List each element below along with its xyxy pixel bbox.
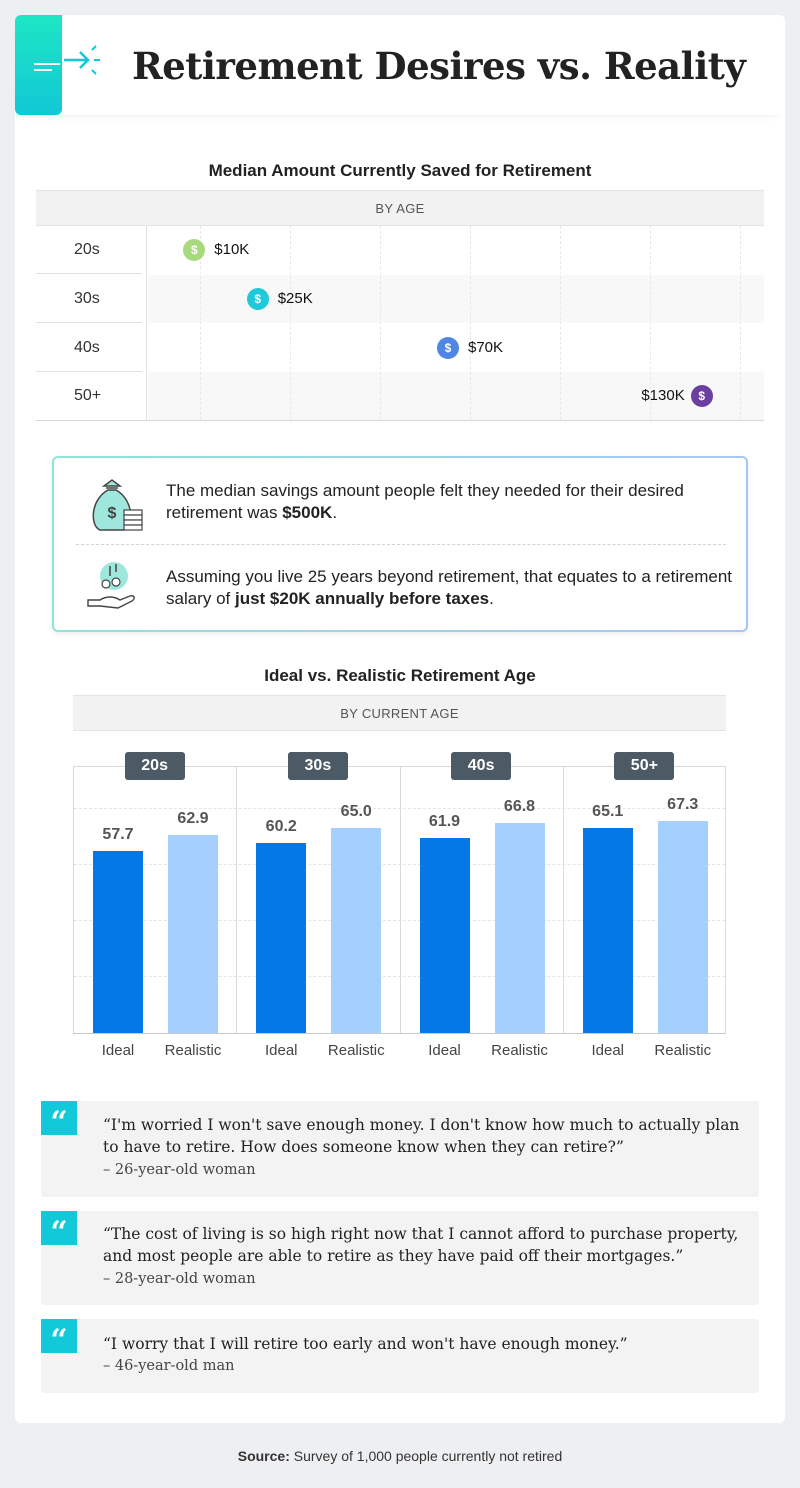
savings-chart-title: Median Amount Currently Saved for Retire… (208, 161, 592, 180)
quote-attribution: – 26-year-old woman (103, 1162, 256, 1178)
quote-attribution: – 28-year-old woman (103, 1271, 256, 1287)
quote-card: “ “I worry that I will retire too early … (41, 1319, 759, 1393)
bar-series-label: Ideal (591, 1042, 625, 1059)
bar-value-label: 57.7 (102, 826, 134, 844)
age-chart-frame (73, 766, 726, 1034)
savings-value-label: $25K (277, 290, 313, 307)
quote-text: “I worry that I will retire too early an… (103, 1335, 628, 1353)
arrow-right-icon (34, 45, 100, 75)
bar-series-label: Realistic (327, 1042, 385, 1059)
savings-row-label: 50+ (74, 387, 102, 404)
bar-value-label: 65.1 (592, 802, 624, 820)
header-band (15, 15, 785, 115)
source-note: Source: Survey of 1,000 people currently… (237, 1448, 563, 1464)
bar-realistic (331, 828, 382, 1033)
savings-bottom-rule (36, 420, 764, 421)
bar-value-label: 66.8 (503, 797, 536, 815)
page-title: Retirement Desires vs. Reality (132, 44, 746, 88)
quote-card: “ “I'm worried I won't save enough money… (41, 1101, 759, 1197)
quote-icon: “ (41, 1211, 77, 1250)
bar-value-label: 67.3 (667, 796, 699, 813)
bar-series-label: Ideal (101, 1042, 135, 1059)
group-divider (399, 767, 401, 1034)
quote-icon: “ (41, 1319, 77, 1358)
bar-ideal (419, 838, 470, 1033)
group-label: 30s (287, 752, 348, 780)
age-chart-subtitle: BY CURRENT AGE (73, 695, 726, 731)
group-divider (236, 767, 238, 1034)
dollar-coin-icon: $ (437, 337, 459, 359)
bar-ideal (256, 843, 307, 1033)
savings-row: 40s (36, 324, 764, 372)
money-bag-icon: $ (92, 479, 143, 531)
savings-row-label: 40s (36, 324, 142, 372)
info-divider (76, 544, 726, 545)
quote-icon: “ (41, 1101, 77, 1140)
savings-row-plot (148, 275, 764, 323)
info-text-savings-needed: The median savings amount people felt th… (166, 481, 684, 522)
savings-row: 20s (36, 226, 764, 274)
bar-value-label: 62.9 (177, 809, 209, 827)
hand-coins-icon (87, 562, 135, 609)
bar-ideal (582, 827, 633, 1033)
group-label: 40s (451, 752, 512, 780)
age-chart-baseline (73, 1033, 726, 1034)
dollar-coin-icon: $ (690, 385, 713, 407)
bar-realistic (168, 834, 218, 1033)
bar-series-label: Realistic (491, 1042, 548, 1059)
age-chart-title: Ideal vs. Realistic Retirement Age (264, 666, 536, 685)
bar-realistic (494, 822, 545, 1033)
bar-value-label: 60.2 (265, 818, 297, 836)
savings-gridline (470, 226, 471, 420)
quote-text: “I'm worried I won't save enough money. … (103, 1116, 740, 1156)
savings-divider (146, 226, 147, 420)
quote-card: “ “The cost of living is so high right n… (41, 1211, 759, 1305)
savings-row: 50+ (36, 372, 764, 420)
group-label: 50+ (614, 752, 675, 780)
savings-value-label: $70K (468, 339, 504, 356)
bar-series-label: Realistic (654, 1042, 712, 1059)
bar-series-label: Realistic (164, 1042, 222, 1059)
group-divider (562, 767, 564, 1034)
quote-attribution: – 46-year-old man (103, 1358, 235, 1374)
info-box: $ The median savings amount people felt … (52, 456, 748, 632)
svg-text:$: $ (108, 505, 117, 522)
bar-ideal (93, 851, 143, 1033)
group-label: 20s (124, 752, 185, 780)
quote-text: “The cost of living is so high right now… (103, 1225, 739, 1265)
savings-gridline (650, 226, 651, 420)
savings-value-label: $130K (641, 387, 685, 404)
dollar-coin-icon: $ (246, 288, 269, 310)
savings-row-plot (148, 372, 764, 420)
savings-gridline (290, 226, 291, 420)
bar-value-label: 61.9 (428, 813, 461, 830)
info-text-retirement-salary: Assuming you live 25 years beyond retire… (166, 567, 733, 608)
savings-value-label: $10K (214, 241, 250, 258)
savings-gridline (740, 226, 741, 420)
bar-value-label: 65.0 (340, 803, 372, 821)
savings-row-label: 30s (36, 275, 142, 323)
bar-series-label: Ideal (428, 1042, 461, 1059)
bar-series-label: Ideal (264, 1042, 298, 1059)
dollar-coin-icon: $ (183, 239, 206, 261)
savings-subtitle: BY AGE (36, 190, 764, 226)
savings-row-label: 20s (36, 226, 142, 274)
savings-gridline (200, 226, 201, 420)
savings-gridline (560, 226, 561, 420)
bar-realistic (657, 821, 708, 1033)
savings-gridline (380, 226, 381, 420)
